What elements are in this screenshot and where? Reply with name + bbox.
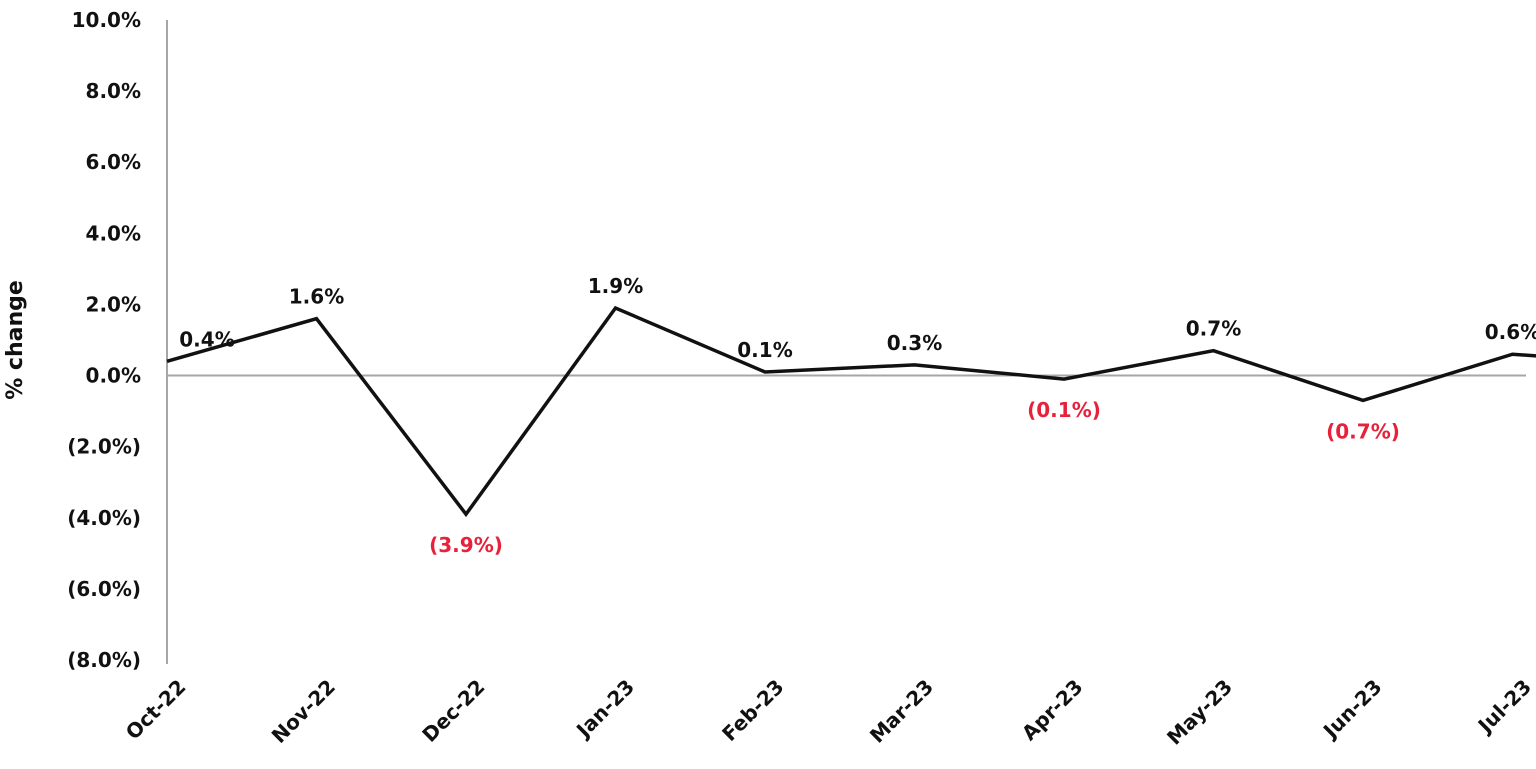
y-tick-label: 8.0% bbox=[86, 79, 141, 103]
x-category-label: Mar-23 bbox=[865, 675, 938, 748]
x-category-label: Oct-22 bbox=[121, 675, 191, 745]
y-tick-label: 4.0% bbox=[86, 221, 141, 245]
x-category-label: Jul-23 bbox=[1472, 675, 1536, 739]
data-label: (0.7%) bbox=[1326, 419, 1400, 443]
data-label: (0.1%) bbox=[1027, 398, 1101, 422]
y-tick-label: (8.0%) bbox=[67, 648, 141, 672]
y-tick-label: 2.0% bbox=[86, 292, 141, 316]
y-tick-label: 10.0% bbox=[72, 8, 141, 32]
y-axis-title: % change bbox=[3, 280, 28, 400]
x-category-label: Dec-22 bbox=[417, 675, 489, 747]
x-axis-labels: Oct-22 Nov-22 Dec-22 Jan-23 Feb-23 Mar-23 Apr-… bbox=[121, 675, 1536, 750]
data-label: (3.9%) bbox=[429, 533, 503, 557]
y-tick-label: 6.0% bbox=[86, 150, 141, 174]
data-label: 0.7% bbox=[1186, 317, 1241, 341]
x-category-label: May-23 bbox=[1162, 675, 1237, 750]
data-label: 0.3% bbox=[887, 331, 942, 355]
x-category-label: Jan-23 bbox=[570, 675, 639, 744]
series-line bbox=[166, 305, 1536, 518]
y-tick-label: 0.0% bbox=[86, 364, 141, 388]
y-tick-label: (6.0%) bbox=[67, 577, 141, 601]
y-tick-label: (2.0%) bbox=[67, 435, 141, 459]
data-label: 0.4% bbox=[179, 327, 234, 351]
data-label: 1.9% bbox=[588, 274, 643, 298]
data-label: 0.1% bbox=[737, 338, 792, 362]
y-axis-ticks: 10.0% 8.0% 6.0% 4.0% 2.0% 0.0% (2.0%) (4.0%) (6.… bbox=[67, 8, 141, 672]
x-category-label: Jun-23 bbox=[1317, 675, 1386, 744]
x-category-label: Apr-23 bbox=[1017, 675, 1088, 746]
y-tick-label: (4.0%) bbox=[67, 506, 141, 530]
x-category-label: Feb-23 bbox=[717, 675, 788, 746]
data-labels: 0.4% 1.6% (3.9%) 1.9% 0.1% 0.3% (0.1%) 0.7% (0.7… bbox=[179, 274, 1536, 557]
data-label: 1.6% bbox=[289, 285, 344, 309]
data-label: 0.6% bbox=[1485, 320, 1536, 344]
x-category-label: Nov-22 bbox=[267, 675, 340, 748]
